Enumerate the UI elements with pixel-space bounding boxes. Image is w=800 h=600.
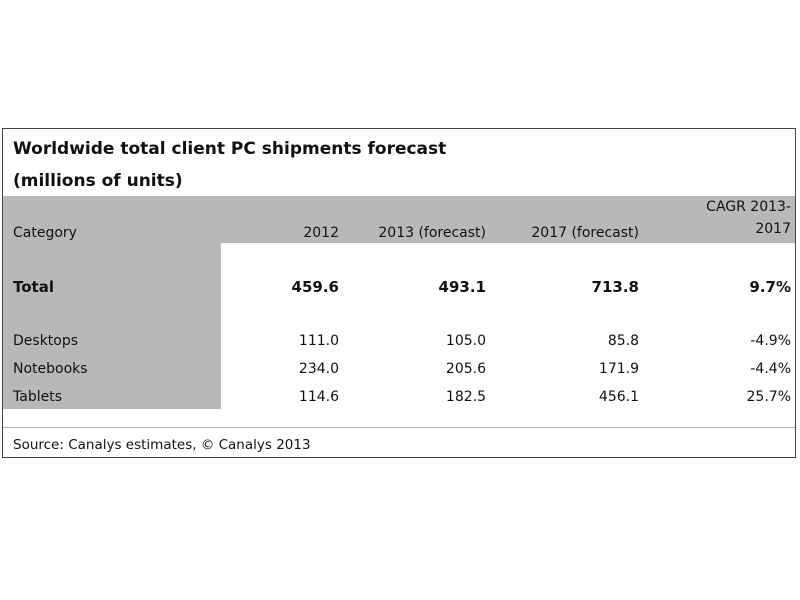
value-cell: 182.5 xyxy=(445,389,486,405)
row-label: Desktops xyxy=(13,333,79,349)
title-line: Worldwide total client PC shipments fore… xyxy=(13,139,447,159)
header-cell: 2013 (forecast) xyxy=(378,225,486,241)
value-cell: 459.6 xyxy=(291,278,339,296)
value-cell: 111.0 xyxy=(298,333,339,349)
title-line: (millions of units) xyxy=(13,171,183,191)
table-box: Worldwide total client PC shipments fore… xyxy=(2,128,796,458)
value-cell: 493.1 xyxy=(438,278,486,296)
value-cell: 713.8 xyxy=(591,278,639,296)
row-label: Notebooks xyxy=(13,361,88,377)
header-band xyxy=(3,196,795,243)
value-cell: 25.7% xyxy=(746,389,791,405)
value-cell: 171.9 xyxy=(598,361,639,377)
category-band xyxy=(3,243,221,409)
header-cell: CAGR 2013- xyxy=(706,199,791,215)
value-cell: 234.0 xyxy=(298,361,339,377)
value-cell: -4.9% xyxy=(750,333,791,349)
divider xyxy=(3,427,795,428)
header-cell: 2012 xyxy=(303,225,339,241)
value-cell: 114.6 xyxy=(298,389,339,405)
value-cell: 105.0 xyxy=(445,333,486,349)
source: Source: Canalys estimates, © Canalys 201… xyxy=(13,437,311,453)
header-cell: 2017 xyxy=(755,221,791,237)
value-cell: -4.4% xyxy=(750,361,791,377)
value-cell: 85.8 xyxy=(607,333,639,349)
value-cell: 456.1 xyxy=(598,389,639,405)
value-cell: 9.7% xyxy=(749,278,791,296)
header-cell: Category xyxy=(13,225,77,241)
row-label: Tablets xyxy=(13,389,62,405)
header-cell: 2017 (forecast) xyxy=(531,225,639,241)
row-label: Total xyxy=(13,278,54,296)
value-cell: 205.6 xyxy=(445,361,486,377)
